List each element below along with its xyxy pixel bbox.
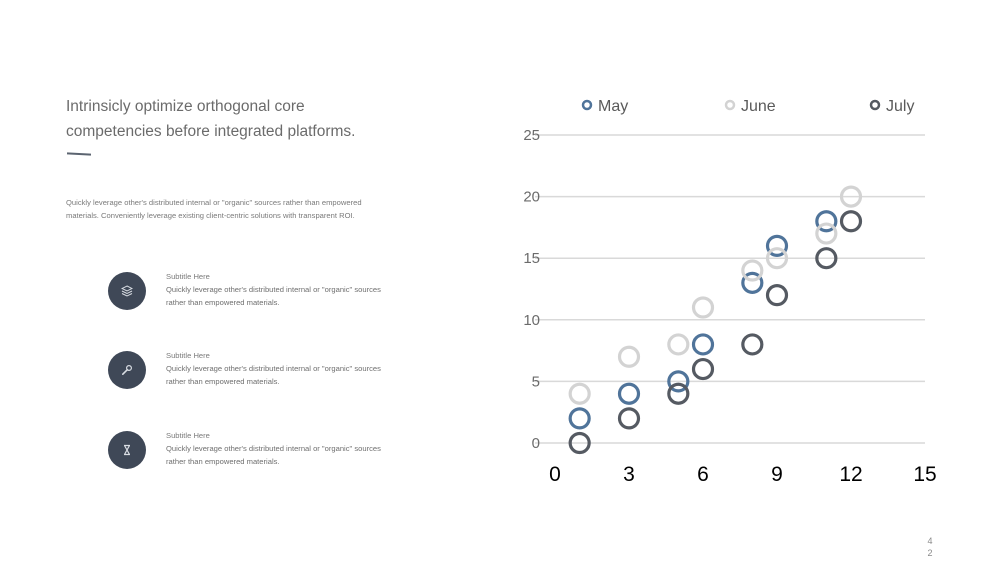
data-point [667, 382, 690, 405]
data-point [815, 222, 838, 245]
data-point [691, 333, 715, 356]
wrench-icon [122, 364, 133, 375]
data-point [617, 382, 641, 405]
x-tick-label: 9 [771, 463, 783, 486]
feature-icon-circle [108, 351, 146, 389]
data-point [667, 370, 690, 393]
feature-icon-circle [108, 272, 146, 310]
x-tick-label: 3 [623, 463, 635, 486]
data-point [815, 247, 838, 270]
data-point [667, 333, 690, 356]
page-number-line: 2 [927, 548, 933, 558]
page-number: 4 2 [924, 535, 936, 559]
legend-label: May [598, 98, 628, 115]
feature-item: Subtitle Here Quickly leverage other's d… [108, 349, 408, 399]
feature-description: Quickly leverage other's distributed int… [166, 285, 381, 307]
data-point [617, 345, 641, 368]
x-tick-label: 15 [913, 463, 936, 486]
data-point [568, 407, 591, 430]
data-point [617, 407, 641, 430]
data-point [765, 284, 789, 307]
feature-description: Quickly leverage other's distributed int… [166, 444, 381, 466]
x-tick-label: 0 [549, 463, 561, 486]
legend-marker [581, 99, 593, 111]
y-tick-label: 0 [532, 435, 540, 452]
y-tick-label: 15 [523, 250, 540, 267]
data-point [765, 247, 789, 270]
feature-title: Subtitle Here [166, 272, 210, 281]
feature-item: Subtitle Here Quickly leverage other's d… [108, 429, 408, 479]
feature-title: Subtitle Here [166, 431, 210, 440]
y-tick-label: 25 [523, 127, 540, 144]
data-point [741, 271, 764, 294]
y-tick-label: 10 [523, 312, 540, 329]
y-tick-label: 20 [523, 189, 540, 206]
legend-label: June [741, 98, 776, 115]
data-point [691, 357, 715, 381]
feature-title: Subtitle Here [166, 351, 210, 360]
data-point [741, 333, 764, 356]
hourglass-icon [123, 444, 131, 456]
page-number-line: 4 [927, 536, 933, 546]
data-point [568, 431, 591, 455]
data-point [568, 382, 591, 405]
x-tick-label: 12 [839, 463, 862, 486]
data-point [839, 185, 863, 208]
intro-paragraph: Quickly leverage other's distributed int… [66, 198, 362, 220]
legend-marker [724, 99, 736, 111]
layers-icon [121, 285, 133, 297]
data-point [765, 234, 789, 257]
data-point [839, 210, 863, 233]
feature-icon-circle [108, 431, 146, 469]
y-tick-label: 5 [532, 373, 540, 390]
data-point [741, 259, 764, 282]
x-tick-label: 6 [697, 463, 709, 486]
legend-marker [869, 99, 881, 111]
feature-description: Quickly leverage other's distributed int… [166, 364, 381, 386]
headline: Intrinsicly optimize orthogonal core com… [66, 98, 356, 140]
feature-item: Subtitle Here Quickly leverage other's d… [108, 270, 408, 320]
data-point [691, 296, 715, 319]
legend-label: July [886, 98, 914, 115]
data-point [815, 210, 838, 233]
